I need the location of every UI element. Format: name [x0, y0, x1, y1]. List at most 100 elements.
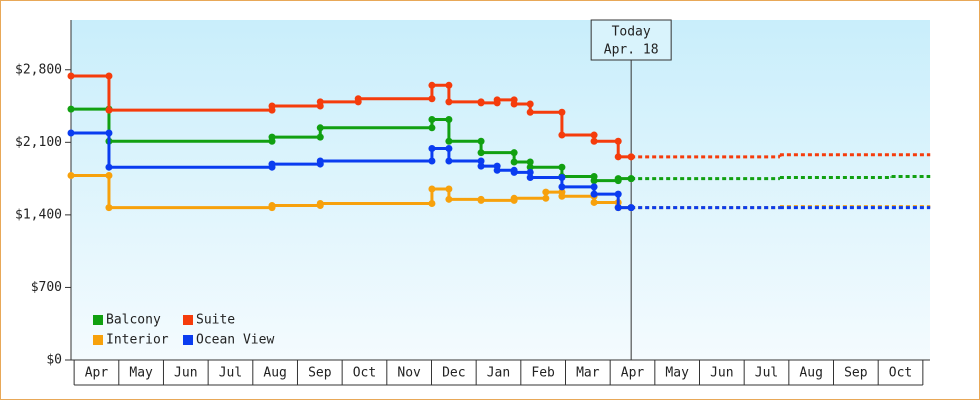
- x-tick-label: Apr: [621, 366, 645, 381]
- price-point: [105, 163, 113, 171]
- price-point: [354, 98, 362, 106]
- price-point: [614, 177, 622, 185]
- price-point: [477, 157, 485, 165]
- price-point: [105, 72, 113, 80]
- x-tick-label: Oct: [353, 366, 376, 381]
- legend-label: Suite: [196, 313, 235, 328]
- price-point: [428, 124, 436, 132]
- legend-swatch: [93, 335, 103, 345]
- price-point: [445, 145, 453, 153]
- price-point: [558, 183, 566, 191]
- x-tick-label: Apr: [85, 366, 109, 381]
- x-tick-label: May: [665, 366, 689, 381]
- price-point: [558, 163, 566, 171]
- price-point: [268, 137, 276, 145]
- x-tick-label: Feb: [531, 366, 555, 381]
- price-point: [493, 162, 501, 170]
- price-point: [445, 185, 453, 193]
- x-tick-label: May: [129, 366, 153, 381]
- price-point: [558, 188, 566, 196]
- price-point: [510, 158, 518, 166]
- price-point: [105, 171, 113, 179]
- price-point: [558, 108, 566, 116]
- price-point: [268, 106, 276, 114]
- price-point: [590, 183, 598, 191]
- y-tick-label: $2,100: [15, 135, 62, 150]
- price-point: [590, 173, 598, 181]
- price-point: [526, 158, 534, 166]
- price-point: [445, 116, 453, 124]
- legend-label: Ocean View: [196, 333, 274, 348]
- price-point: [627, 153, 635, 161]
- today-label: Today: [612, 25, 651, 40]
- x-tick-label: Nov: [397, 366, 421, 381]
- x-tick-label: Sep: [308, 366, 332, 381]
- price-point: [477, 149, 485, 157]
- price-point: [526, 108, 534, 116]
- price-point: [510, 166, 518, 174]
- price-point: [445, 81, 453, 89]
- x-tick-label: Jul: [755, 366, 778, 381]
- price-point: [526, 100, 534, 108]
- price-point: [268, 204, 276, 212]
- price-point: [614, 153, 622, 161]
- price-point: [614, 137, 622, 145]
- price-point: [590, 190, 598, 198]
- x-tick-label: Oct: [889, 366, 912, 381]
- x-tick-label: Jun: [174, 366, 197, 381]
- price-point: [316, 202, 324, 210]
- x-tick-label: Dec: [442, 366, 465, 381]
- price-point: [542, 188, 550, 196]
- price-point: [510, 149, 518, 157]
- price-point: [590, 131, 598, 139]
- y-tick-label: $0: [46, 353, 62, 368]
- price-point: [428, 116, 436, 124]
- legend-label: Interior: [106, 333, 169, 348]
- price-point: [67, 129, 75, 137]
- price-point: [614, 190, 622, 198]
- price-point: [316, 133, 324, 141]
- price-point: [526, 168, 534, 176]
- price-point: [316, 160, 324, 168]
- today-date: Apr. 18: [604, 43, 659, 58]
- legend-label: Balcony: [106, 313, 161, 328]
- price-point: [493, 99, 501, 107]
- price-point: [445, 157, 453, 165]
- legend-swatch: [183, 315, 193, 325]
- price-point: [590, 137, 598, 145]
- y-tick-label: $700: [31, 280, 62, 295]
- x-tick-label: Jul: [219, 366, 242, 381]
- price-point: [428, 157, 436, 165]
- price-point: [510, 96, 518, 104]
- x-tick-label: Sep: [844, 366, 868, 381]
- price-point: [477, 98, 485, 106]
- x-tick-label: Jan: [487, 366, 510, 381]
- price-point: [445, 195, 453, 203]
- price-point: [477, 195, 485, 203]
- price-point: [428, 81, 436, 89]
- y-tick-label: $2,800: [15, 62, 62, 77]
- price-point: [526, 174, 534, 182]
- plot-area: [71, 20, 930, 360]
- price-point: [428, 199, 436, 207]
- price-point: [477, 137, 485, 145]
- price-point: [590, 198, 598, 206]
- price-point: [614, 204, 622, 212]
- price-point: [558, 131, 566, 139]
- price-point: [428, 95, 436, 103]
- x-tick-label: Jun: [710, 366, 733, 381]
- price-point: [627, 204, 635, 212]
- price-point: [510, 196, 518, 204]
- price-point: [316, 124, 324, 132]
- price-point: [67, 105, 75, 113]
- price-point: [428, 185, 436, 193]
- legend-swatch: [93, 315, 103, 325]
- price-point: [67, 171, 75, 179]
- today-box: [590, 19, 672, 61]
- price-point: [105, 129, 113, 137]
- price-point: [627, 175, 635, 183]
- legend-swatch: [183, 335, 193, 345]
- price-point: [428, 145, 436, 153]
- x-tick-label: Aug: [263, 366, 286, 381]
